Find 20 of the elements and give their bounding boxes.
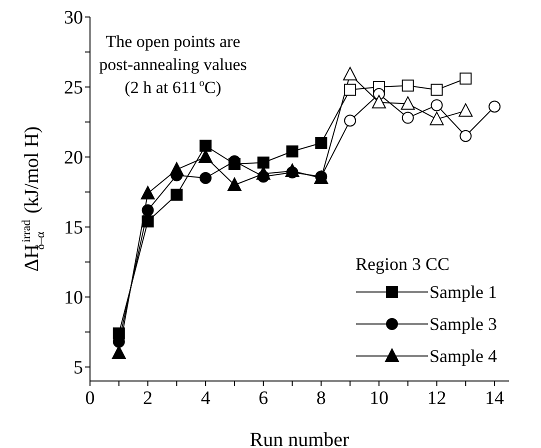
y-tick-label: 30 — [64, 8, 83, 29]
y-tick-label: 5 — [74, 358, 83, 379]
x-tick-label: 10 — [369, 388, 388, 409]
x-tick-label: 6 — [258, 388, 268, 409]
x-tick-label: 8 — [316, 388, 326, 409]
annotation: The open points are post-annealing values (2 h at 611$^{o}$C) — [99, 32, 247, 97]
legend-label: Sample 3 — [430, 313, 497, 336]
x-tick-label: 4 — [200, 388, 211, 409]
y-tick-label: 25 — [64, 78, 83, 99]
x-axis-title: Run number — [250, 429, 350, 448]
y-tick-label: 15 — [64, 218, 83, 239]
x-tick-label: 0 — [85, 388, 95, 409]
x-tick-label: 14 — [485, 388, 505, 409]
legend-label: Sample 1 — [430, 281, 497, 304]
x-tick-label: 12 — [427, 388, 446, 409]
y-tick-label: 20 — [64, 148, 83, 169]
y-tick-label: 10 — [64, 288, 83, 309]
x-tick-label: 2 — [143, 388, 153, 409]
legend-label: Sample 4 — [430, 345, 497, 368]
legend-title: Region 3 CC — [356, 253, 451, 276]
